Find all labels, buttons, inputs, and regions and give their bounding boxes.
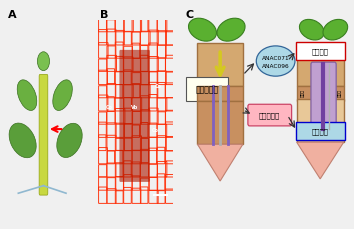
- Text: ジベレリン: ジベレリン: [259, 112, 280, 118]
- Text: 細胞成長: 細胞成長: [312, 127, 329, 134]
- FancyBboxPatch shape: [311, 63, 336, 132]
- Ellipse shape: [217, 19, 245, 42]
- Ellipse shape: [57, 124, 82, 158]
- Ellipse shape: [53, 80, 72, 111]
- Ellipse shape: [299, 20, 324, 41]
- Polygon shape: [297, 142, 344, 179]
- Bar: [297, 44, 344, 87]
- FancyBboxPatch shape: [119, 51, 150, 182]
- Text: Co: Co: [106, 104, 113, 109]
- Text: 細胞分裂: 細胞分裂: [312, 48, 329, 54]
- Text: 形成層: 形成層: [301, 89, 304, 97]
- FancyBboxPatch shape: [296, 122, 344, 140]
- FancyBboxPatch shape: [185, 78, 228, 102]
- FancyBboxPatch shape: [296, 42, 344, 61]
- Text: A: A: [8, 10, 17, 20]
- Ellipse shape: [189, 19, 216, 42]
- Bar: [198, 44, 243, 87]
- Text: 維管束: 維管束: [338, 89, 342, 97]
- Text: Vb: Vb: [131, 104, 138, 109]
- Bar: [297, 87, 344, 102]
- Text: Co: Co: [155, 84, 162, 89]
- Ellipse shape: [9, 123, 36, 158]
- Ellipse shape: [256, 47, 295, 77]
- Bar: [198, 87, 243, 102]
- Bar: [198, 102, 243, 145]
- Ellipse shape: [17, 80, 37, 111]
- Ellipse shape: [323, 20, 348, 41]
- Ellipse shape: [38, 52, 50, 71]
- Text: オーキシン: オーキシン: [195, 85, 218, 94]
- Polygon shape: [198, 145, 243, 181]
- Text: ANAC071: ANAC071: [262, 56, 290, 61]
- FancyBboxPatch shape: [248, 105, 292, 126]
- Text: C: C: [185, 10, 193, 20]
- Bar: [297, 99, 344, 142]
- Text: ANAC096: ANAC096: [262, 64, 290, 68]
- Text: B: B: [100, 10, 108, 20]
- FancyBboxPatch shape: [39, 75, 48, 195]
- Text: Co: Co: [152, 127, 159, 132]
